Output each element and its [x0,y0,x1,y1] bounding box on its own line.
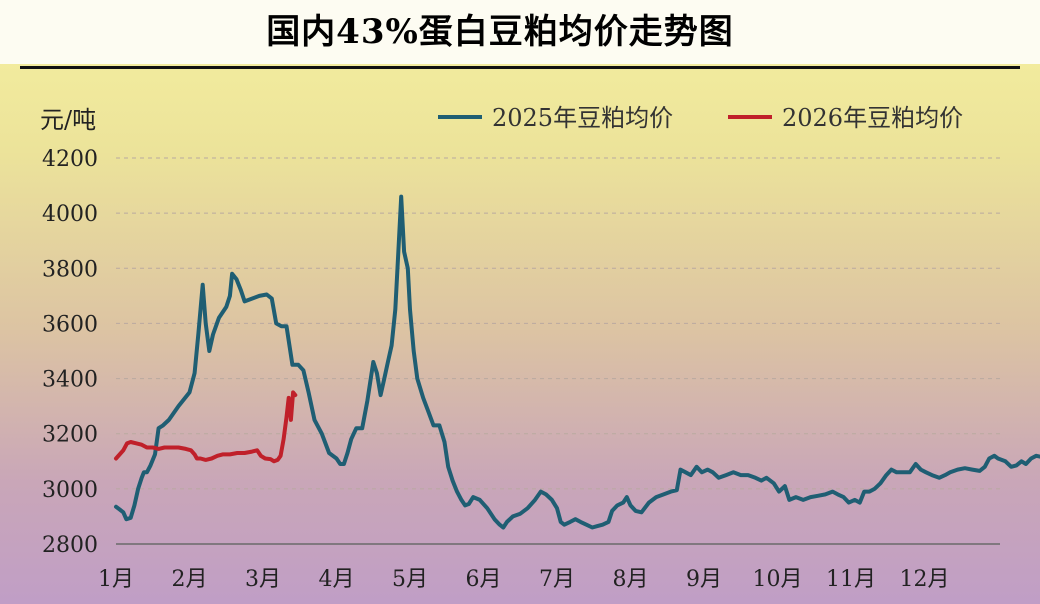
page-title: 国内43%蛋白豆粕均价走势图 [266,12,734,52]
y-tick-label: 4000 [42,202,98,227]
series-line-2 [114,390,298,464]
series-line-1 [114,194,1040,530]
legend-label-2: 2026年豆粕均价 [782,104,963,132]
y-tick-label: 4200 [42,147,98,172]
series-lines [114,194,1040,530]
y-tick-label: 3200 [42,423,98,448]
y-tick-label: 3600 [42,312,98,337]
legend: 2025年豆粕均价 2026年豆粕均价 [438,104,963,132]
y-tick-label: 3400 [42,368,98,393]
y-tick-label: 2800 [42,533,98,558]
y-tick-label: 3800 [42,257,98,282]
grid-lines [116,157,1000,490]
x-tick-label: 9月 [686,567,722,592]
title-divider [20,66,1020,69]
y-axis-label: 元/吨 [40,106,96,134]
y-axis-ticks: 2800 3000 3200 3400 3600 3800 4000 4200 [42,147,98,558]
x-tick-label: 4月 [319,567,355,592]
x-tick-label: 1月 [98,567,134,592]
legend-label-1: 2025年豆粕均价 [492,104,673,132]
x-tick-label: 7月 [539,567,575,592]
x-tick-label: 8月 [613,567,649,592]
title-background [0,0,1040,64]
x-tick-label: 10月 [753,567,803,592]
x-tick-label: 5月 [392,567,428,592]
x-tick-label: 3月 [245,567,281,592]
x-tick-label: 2月 [172,567,208,592]
y-tick-label: 3000 [42,478,98,503]
x-axis-ticks: 1月 2月 3月 4月 5月 6月 7月 8月 9月 10月 11月 12月 [98,567,950,592]
x-tick-label: 11月 [826,567,876,592]
x-tick-label: 12月 [900,567,950,592]
x-tick-label: 6月 [466,567,502,592]
